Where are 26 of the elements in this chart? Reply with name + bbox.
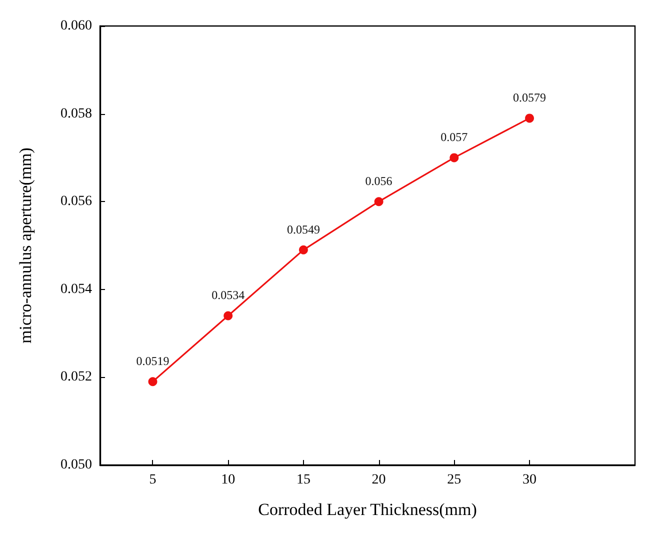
point (450, 153, 459, 162)
point (298, 245, 308, 254)
x-tick-label: 25 (447, 472, 462, 488)
data-label: 0.0549 (286, 222, 320, 236)
data-label: 0.0579 (513, 90, 546, 105)
x-axis-title: Corroded Layer Thickness(mm) (258, 500, 477, 519)
y-tick-label: 0.060 (60, 18, 92, 34)
point (374, 197, 384, 206)
data-label: 0.0534 (212, 288, 245, 302)
x-tick-label: 5 (149, 472, 156, 488)
y-tick-label: 0.052 (60, 370, 92, 385)
y-tick-label: 0.054 (60, 282, 92, 297)
y-tick-label: 0.050 (60, 458, 92, 472)
point (224, 311, 233, 320)
point (525, 114, 534, 123)
x-tick-label: 20 (372, 472, 386, 488)
y-axis-title: micro-annulus aperture(mm) (16, 148, 35, 344)
y-tick-label: 0.058 (60, 106, 92, 122)
x-tick-label: 10 (221, 472, 236, 488)
data-label: 0.056 (365, 174, 392, 188)
y-tick-label: 0.056 (60, 194, 92, 210)
data-label: 0.0519 (136, 354, 170, 368)
data-label: 0.057 (440, 130, 468, 144)
point (148, 377, 158, 386)
x-tick-label: 30 (522, 472, 537, 488)
x-tick-label: 15 (296, 472, 310, 488)
